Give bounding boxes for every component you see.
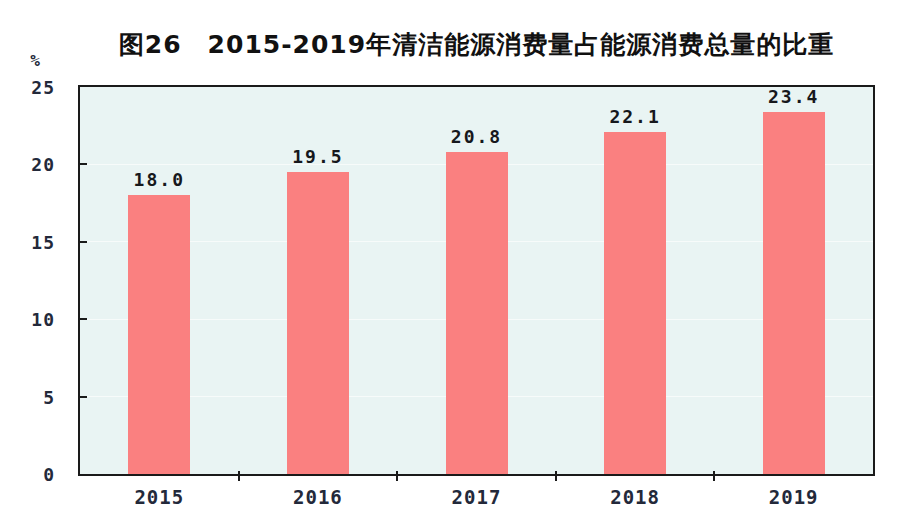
bar-value-label: 23.4 <box>768 86 819 107</box>
y-axis-tick-mark <box>80 318 87 320</box>
x-tick-label-2015: 2015 <box>134 486 184 508</box>
y-axis-tick-mark <box>80 396 87 398</box>
y-tick-label-0: 0 <box>15 464 55 485</box>
y-axis-tick-mark <box>80 163 87 165</box>
bar-2017 <box>446 152 508 474</box>
y-tick-label-25: 25 <box>15 77 55 98</box>
x-tick-label-2018: 2018 <box>610 486 660 508</box>
bar-value-label: 19.5 <box>292 146 343 167</box>
chart-title: 图26 2015-2019年清洁能源消费量占能源消费总量的比重 <box>78 28 875 61</box>
bar-2018 <box>604 132 666 474</box>
y-axis-unit-label: % <box>20 51 50 70</box>
x-axis-tick-mark <box>713 471 715 481</box>
y-tick-label-5: 5 <box>15 386 55 407</box>
figure-26-clean-energy-chart: 图26 2015-2019年清洁能源消费量占能源消费总量的比重 % 18.0 19… <box>0 0 900 531</box>
plot-area: 18.0 19.5 20.8 22.1 23.4 <box>78 85 875 476</box>
bar-value-label: 18.0 <box>134 169 185 190</box>
x-axis-tick-mark <box>238 471 240 481</box>
y-tick-label-10: 10 <box>15 309 55 330</box>
x-tick-label-2019: 2019 <box>769 486 819 508</box>
bar-2019 <box>763 112 825 474</box>
x-tick-label-2017: 2017 <box>452 486 502 508</box>
bar-2015 <box>128 195 190 474</box>
y-axis-tick-mark <box>80 241 87 243</box>
x-axis-tick-mark <box>396 471 398 481</box>
y-tick-label-15: 15 <box>15 231 55 252</box>
bar-value-label: 20.8 <box>451 126 502 147</box>
y-tick-label-20: 20 <box>15 154 55 175</box>
bar-2016 <box>287 172 349 474</box>
bar-value-label: 22.1 <box>609 106 660 127</box>
x-axis-tick-mark <box>555 471 557 481</box>
x-tick-label-2016: 2016 <box>293 486 343 508</box>
